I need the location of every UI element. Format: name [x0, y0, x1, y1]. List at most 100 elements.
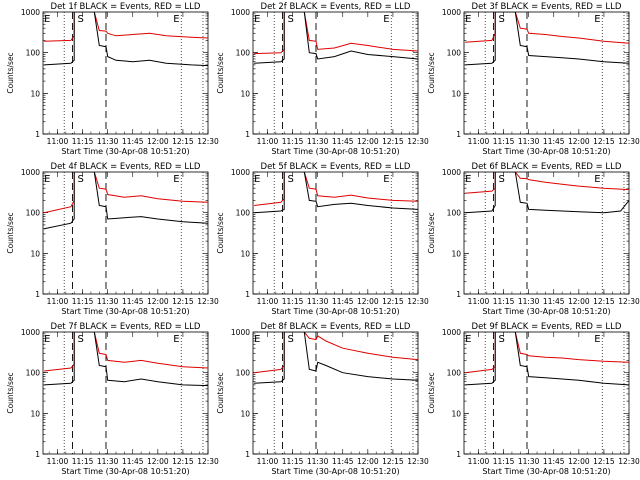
series-line-events	[254, 12, 418, 64]
x-tick-label: 12:15	[593, 137, 615, 146]
plot-frame	[463, 331, 630, 455]
y-tick-label: 1	[245, 450, 250, 459]
series-line-lld	[465, 172, 629, 194]
panel-title: Det 6f BLACK = Events, RED = LLD	[472, 162, 622, 172]
x-tick-label: 11:30	[307, 297, 329, 306]
x-tick-label: 12:30	[197, 297, 219, 306]
x-axis-label: Start Time (30-Apr-08 10:51:20)	[61, 467, 189, 476]
x-tick-label: 11:00	[257, 457, 279, 466]
marker-e-start: E	[254, 334, 260, 345]
y-tick-label: 100	[236, 369, 251, 378]
x-tick-label: 12:00	[568, 297, 590, 306]
x-tick-label: 12:30	[618, 297, 640, 306]
plot-frame	[463, 11, 630, 135]
panel-7: 1 10 100 1000 11:00 11:15 11:30 11:45 12:00 12:15…	[6, 322, 219, 476]
y-tick-label: 10	[240, 89, 250, 98]
series-line-events	[44, 12, 208, 67]
y-tick-label: 1	[456, 450, 461, 459]
x-tick-label: 11:30	[97, 457, 119, 466]
x-axis-label: Start Time (30-Apr-08 10:51:20)	[61, 147, 189, 156]
panel-title: Det 8f BLACK = Events, RED = LLD	[261, 322, 411, 332]
x-tick-label: 12:00	[147, 297, 169, 306]
y-tick-label: 1	[245, 290, 250, 299]
plot-frame	[252, 331, 419, 455]
x-tick-label: 12:15	[172, 457, 194, 466]
y-tick-label: 100	[447, 49, 462, 58]
x-tick-label: 11:00	[468, 297, 490, 306]
x-tick-label: 11:30	[97, 297, 119, 306]
panel-8: 1 10 100 1000 11:00 11:15 11:30 11:45 12:00 12:15…	[216, 322, 429, 476]
x-tick-label: 12:30	[197, 137, 219, 146]
series-line-lld	[254, 172, 418, 206]
x-tick-label: 11:30	[307, 137, 329, 146]
x-tick-label: 11:00	[468, 457, 490, 466]
panel-9: 1 10 100 1000 11:00 11:15 11:30 11:45 12:00 12:15…	[427, 322, 640, 476]
series-line-lld	[44, 12, 208, 42]
marker-e-end: E	[173, 334, 179, 345]
marker-e-end: E	[383, 14, 389, 25]
x-tick-label: 11:00	[47, 457, 69, 466]
marker-e-start: E	[254, 14, 260, 25]
y-axis-label: Counts/sec	[216, 212, 225, 253]
plot-frame	[252, 171, 419, 295]
y-tick-label: 1000	[21, 8, 40, 17]
series-line-events	[465, 12, 629, 66]
y-tick-label: 10	[30, 249, 40, 258]
x-tick-label: 11:45	[122, 297, 144, 306]
y-tick-label: 100	[236, 209, 251, 218]
x-tick-label: 11:00	[468, 137, 490, 146]
y-tick-label: 100	[26, 49, 41, 58]
panel-4: 1 10 100 1000 11:00 11:15 11:30 11:45 12:00 12:15…	[6, 162, 219, 316]
marker-e-start: E	[465, 334, 471, 345]
x-tick-label: 11:45	[332, 297, 354, 306]
plot-frame	[42, 11, 209, 135]
y-tick-label: 1	[35, 290, 40, 299]
panel-1: 1 10 100 1000 11:00 11:15 11:30 11:45 12:00 12:15…	[6, 2, 219, 156]
x-axis-label: Start Time (30-Apr-08 10:51:20)	[61, 307, 189, 316]
marker-e-end: E	[594, 174, 600, 185]
x-tick-label: 12:30	[618, 457, 640, 466]
x-tick-label: 11:00	[47, 297, 69, 306]
series-line-events	[465, 172, 629, 214]
x-axis-label: Start Time (30-Apr-08 10:51:20)	[271, 307, 399, 316]
x-tick-label: 11:00	[257, 297, 279, 306]
y-tick-label: 1000	[21, 168, 40, 177]
y-tick-label: 1	[245, 130, 250, 139]
y-axis-label: Counts/sec	[216, 52, 225, 93]
series-line-events	[465, 332, 629, 386]
x-tick-label: 12:15	[593, 297, 615, 306]
panel-3: 1 10 100 1000 11:00 11:15 11:30 11:45 12:00 12:15…	[427, 2, 640, 156]
x-tick-label: 12:00	[357, 457, 379, 466]
x-tick-label: 11:30	[518, 457, 540, 466]
x-tick-label: 12:30	[407, 297, 429, 306]
y-tick-label: 1000	[231, 328, 250, 337]
y-axis-label: Counts/sec	[6, 212, 15, 253]
panel-title: Det 2f BLACK = Events, RED = LLD	[261, 2, 411, 12]
series-line-lld	[465, 332, 629, 374]
panel-2: 1 10 100 1000 11:00 11:15 11:30 11:45 12:00 12:15…	[216, 2, 429, 156]
x-tick-label: 11:45	[543, 137, 565, 146]
y-tick-label: 1	[35, 130, 40, 139]
y-tick-label: 10	[451, 249, 461, 258]
y-tick-label: 1	[35, 450, 40, 459]
x-tick-label: 11:30	[518, 297, 540, 306]
x-axis-label: Start Time (30-Apr-08 10:51:20)	[482, 467, 610, 476]
x-tick-label: 12:15	[593, 457, 615, 466]
y-tick-label: 1000	[231, 168, 250, 177]
marker-e-end: E	[173, 14, 179, 25]
marker-e-start: E	[254, 174, 260, 185]
x-tick-label: 11:45	[543, 297, 565, 306]
x-tick-label: 11:00	[47, 137, 69, 146]
x-tick-label: 11:45	[122, 137, 144, 146]
y-tick-label: 100	[447, 209, 462, 218]
x-tick-label: 12:00	[357, 297, 379, 306]
x-tick-label: 12:00	[147, 457, 169, 466]
y-tick-label: 10	[240, 249, 250, 258]
x-tick-label: 12:15	[382, 137, 404, 146]
series-line-lld	[254, 12, 418, 55]
x-tick-label: 12:15	[172, 137, 194, 146]
x-tick-label: 11:45	[543, 457, 565, 466]
y-axis-label: Counts/sec	[427, 52, 436, 93]
x-tick-label: 11:00	[257, 137, 279, 146]
x-axis-label: Start Time (30-Apr-08 10:51:20)	[271, 467, 399, 476]
